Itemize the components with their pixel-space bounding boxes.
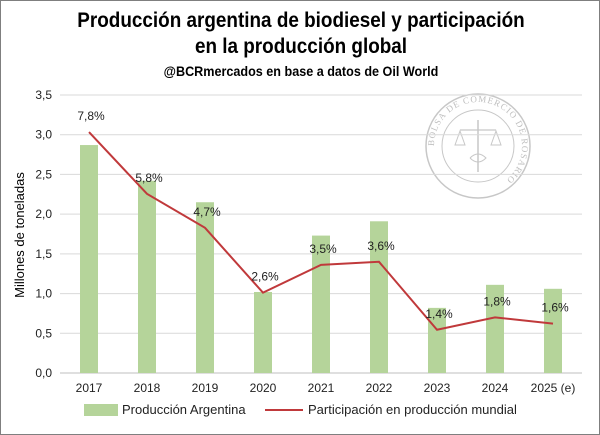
chart-title-line2: en la producción global [194, 35, 408, 58]
x-tick-label: 2024 [482, 381, 509, 395]
y-tick-label: 1,5 [35, 247, 52, 261]
y-tick-label: 3,0 [35, 128, 52, 142]
data-label-share: 2,6% [251, 270, 279, 284]
data-label-share: 1,8% [483, 294, 511, 308]
data-label-share: 1,4% [425, 307, 453, 321]
data-label-share: 3,5% [309, 242, 337, 256]
x-tick-label: 2022 [366, 381, 393, 395]
bar-2022 [370, 221, 388, 373]
x-tick-label: 2020 [250, 381, 277, 395]
y-tick-label: 2,5 [35, 167, 52, 181]
y-tick-label: 0,0 [35, 366, 52, 380]
data-label-share: 4,7% [193, 205, 221, 219]
y-tick-label: 0,5 [35, 326, 52, 340]
x-tick-label: 2019 [192, 381, 219, 395]
bar-2017 [80, 145, 98, 373]
data-label-share: 3,6% [367, 239, 395, 253]
legend-swatch-bar [84, 404, 118, 416]
data-label-share: 7,8% [77, 109, 105, 123]
x-tick-label: 2025 (e) [531, 381, 576, 395]
y-tick-label: 3,5 [35, 88, 52, 102]
legend: Producción Argentina Participación en pr… [84, 402, 517, 417]
y-tick-label: 2,0 [35, 207, 52, 221]
bar-2019 [196, 202, 214, 373]
bar-2025e [544, 288, 562, 373]
share-line [88, 131, 554, 331]
x-tick-label: 2021 [308, 381, 335, 395]
y-axis-label: Millones de toneladas [12, 172, 27, 298]
bar-2021 [312, 235, 330, 373]
bar-2024 [486, 284, 504, 373]
data-label-share: 1,6% [541, 301, 569, 315]
chart-title-line1: Producción argentina de biodiesel y part… [77, 9, 525, 32]
x-tick-label: 2023 [424, 381, 451, 395]
bar-2020 [254, 291, 272, 373]
data-label-share: 5,8% [135, 171, 163, 185]
legend-label-bar: Producción Argentina [122, 402, 246, 417]
y-tick-label: 1,0 [35, 287, 52, 301]
chart-subtitle: @BCRmercados en base a datos de Oil Worl… [163, 63, 439, 79]
x-tick-label: 2018 [134, 381, 161, 395]
bcr-seal-watermark: BOLSA DE COMERCIO DE ROSARIO [425, 93, 531, 199]
legend-label-line: Participación en producción mundial [308, 402, 517, 417]
bar-2018 [138, 180, 156, 373]
x-tick-label: 2017 [76, 381, 103, 395]
